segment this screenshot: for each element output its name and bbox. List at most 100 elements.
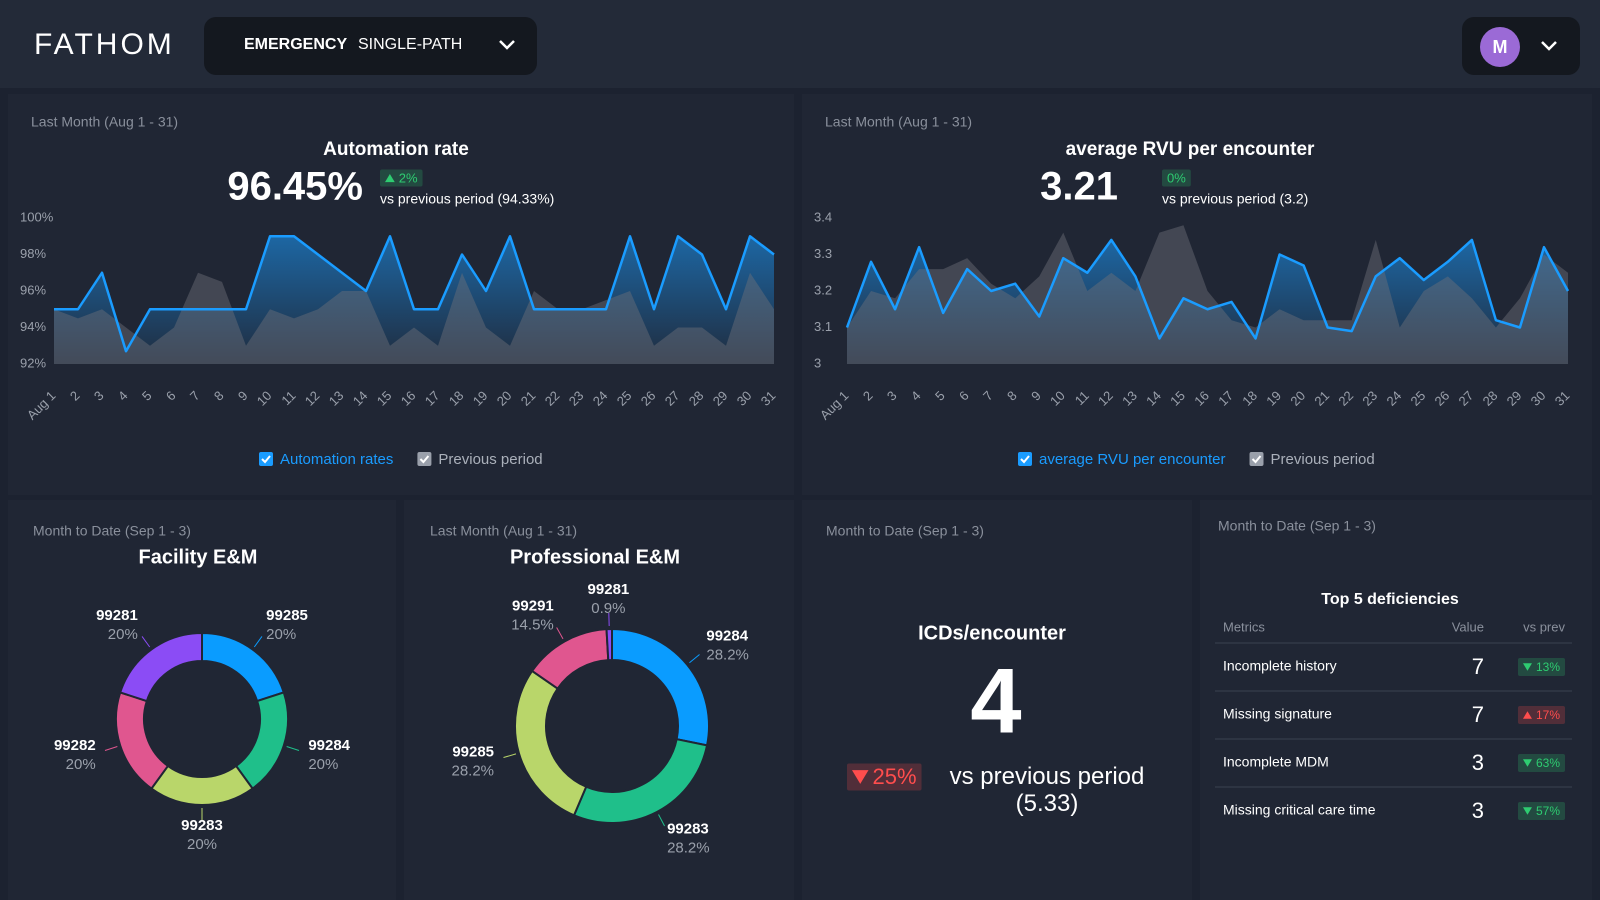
period: Last Month (Aug 1 - 31) [430, 523, 577, 539]
metric: Incomplete history [1223, 658, 1337, 674]
icd-title: ICDs/encounter [918, 622, 1066, 644]
legend-checkbox[interactable] [1018, 452, 1032, 466]
period: Month to Date (Sep 1 - 3) [826, 523, 984, 539]
metric: Missing signature [1223, 706, 1332, 722]
legend-checkbox[interactable] [417, 452, 432, 466]
slice-value: 20% [108, 626, 138, 643]
series-line [845, 238, 1570, 340]
metric: Incomplete MDM [1223, 754, 1329, 770]
logo: FATHOM [34, 28, 175, 61]
change-badge [380, 169, 423, 187]
slice-label: 99284 [706, 628, 748, 645]
y-tick-label: 3.2 [814, 282, 832, 297]
pie-slice [605, 627, 613, 662]
slice-label: 99284 [308, 737, 350, 754]
y-tick-label: 3 [814, 355, 821, 370]
check-icon [419, 455, 430, 464]
period: Last Month (Aug 1 - 31) [825, 114, 972, 130]
chevron [1541, 41, 1557, 51]
slice-value: 14.5% [511, 616, 554, 633]
slice-value: 0.9% [591, 600, 625, 617]
leader-line [286, 746, 300, 751]
slice-value: 20% [266, 626, 296, 643]
specialty-dropdown[interactable] [204, 17, 537, 75]
leader-line [104, 746, 118, 751]
slice-label: 99283 [667, 820, 709, 837]
panel [1200, 500, 1592, 900]
leader-line [503, 753, 517, 759]
y-tick-label: 100% [20, 209, 54, 224]
legend-checkbox[interactable] [259, 452, 273, 466]
slice-label: 99285 [452, 743, 494, 760]
change-value: 63% [1536, 756, 1560, 770]
table-title: Top 5 deficiencies [1321, 591, 1459, 608]
y-tick-label: 94% [20, 319, 46, 334]
metric-value: 3 [1472, 750, 1484, 775]
slice-label: 99285 [266, 607, 308, 624]
legend-label: Previous period [1271, 451, 1375, 468]
y-tick-label: 3.4 [814, 209, 832, 224]
user-menu[interactable] [1462, 17, 1580, 75]
change-value: 57% [1536, 804, 1560, 818]
change-value: 2% [399, 170, 418, 185]
change-badge [1517, 706, 1565, 724]
metric-value: 3 [1472, 798, 1484, 823]
chart-title: Facility E&M [139, 546, 258, 568]
check-icon [261, 455, 271, 464]
avatar [1480, 27, 1520, 67]
column-header: Metrics [1223, 619, 1265, 634]
kpi-title: average RVU per encounter [1066, 139, 1315, 160]
panel [404, 500, 794, 900]
check-icon [1020, 455, 1030, 464]
arrow-icon [1522, 711, 1532, 719]
chevron [499, 40, 515, 50]
chart-title: Professional E&M [510, 546, 680, 568]
change-badge [1162, 169, 1191, 187]
panel [8, 500, 396, 900]
check-icon [1251, 455, 1262, 464]
column-header: Value [1452, 619, 1484, 634]
slice-value: 28.2% [706, 647, 749, 664]
arrow-icon [852, 770, 869, 784]
period: Last Month (Aug 1 - 31) [31, 114, 178, 130]
slice-label: 99283 [181, 817, 223, 834]
kpi-value: 96.45% [227, 165, 363, 209]
leader-line [658, 814, 666, 827]
icd-comparison: vs previous period (5.33) [949, 763, 1145, 817]
legend-label: Previous period [438, 451, 542, 468]
kpi-comparison: vs previous period (3.2) [1162, 191, 1308, 207]
legend-checkbox[interactable] [1249, 452, 1264, 466]
avatar-initial: M [1493, 37, 1508, 57]
y-tick-label: 96% [20, 282, 46, 297]
icd-value: 4 [970, 650, 1021, 752]
arrow-icon [385, 173, 395, 183]
y-tick-label: 3.1 [814, 319, 832, 334]
leader-line [689, 654, 700, 664]
slice-value: 28.2% [667, 839, 710, 856]
y-tick-label: 3.3 [814, 246, 832, 261]
slice-value: 28.2% [451, 762, 494, 779]
arrow-icon [1522, 759, 1532, 767]
slice-label: 99281 [96, 607, 138, 624]
pie-slice [118, 631, 203, 703]
metric-value: 7 [1472, 654, 1484, 679]
metric: Missing critical care time [1223, 802, 1376, 818]
slice-label: 99281 [588, 581, 630, 598]
panel [802, 500, 1192, 900]
kpi-value: 3.21 [1040, 165, 1118, 209]
y-tick-label: 98% [20, 246, 46, 261]
slice-value: 20% [66, 756, 96, 773]
y-tick-label: 92% [20, 355, 46, 370]
slice-label: 99291 [512, 597, 554, 614]
kpi-title: Automation rate [323, 139, 469, 160]
legend-label: Automation rates [280, 451, 393, 468]
legend-label: average RVU per encounter [1039, 451, 1226, 468]
leader-line [141, 636, 151, 648]
metric-value: 7 [1472, 702, 1484, 727]
change-badge [1517, 802, 1565, 820]
change-value: 17% [1536, 708, 1560, 722]
change-value: 0% [1167, 170, 1186, 185]
arrow-icon [1522, 663, 1532, 671]
period: Month to Date (Sep 1 - 3) [33, 523, 191, 539]
